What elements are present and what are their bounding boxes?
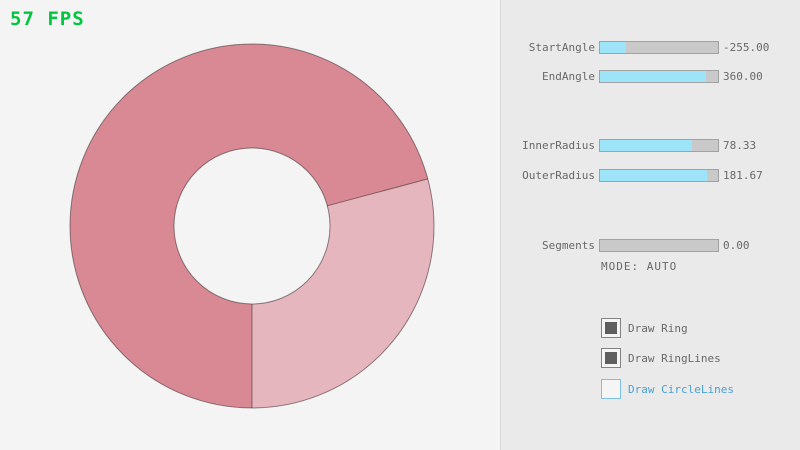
- segments-slider[interactable]: [599, 239, 719, 252]
- endangle-slider[interactable]: [599, 70, 719, 83]
- fps-counter: 57 FPS: [10, 8, 85, 30]
- endangle-slider-fill: [600, 71, 707, 82]
- draw-circlelines-checkbox[interactable]: [601, 379, 621, 399]
- slider-row-startangle: StartAngle -255.00: [501, 41, 800, 54]
- outerradius-slider-fill: [600, 170, 708, 181]
- draw-ringlines-checkbox[interactable]: [601, 348, 621, 368]
- outerradius-label: OuterRadius: [522, 169, 595, 182]
- controls-panel: StartAngle -255.00 EndAngle 360.00 Inner…: [500, 0, 800, 450]
- ring-canvas: 57 FPS: [10, 8, 435, 409]
- startangle-label: StartAngle: [528, 41, 595, 54]
- checkmark-fill: [605, 322, 617, 334]
- segments-label: Segments: [542, 239, 595, 252]
- startangle-slider-fill: [600, 42, 626, 53]
- outerradius-value: 181.67: [723, 169, 763, 182]
- startangle-slider[interactable]: [599, 41, 719, 54]
- innerradius-slider-fill: [600, 140, 693, 151]
- innerradius-label: InnerRadius: [522, 139, 595, 152]
- slider-row-outerradius: OuterRadius 181.67: [501, 169, 800, 182]
- draw-ring-label: Draw Ring: [628, 322, 688, 335]
- outerradius-slider[interactable]: [599, 169, 719, 182]
- endangle-value: 360.00: [723, 70, 763, 83]
- innerradius-slider[interactable]: [599, 139, 719, 152]
- slider-row-endangle: EndAngle 360.00: [501, 70, 800, 83]
- segments-mode-label: MODE: AUTO: [601, 260, 678, 273]
- endangle-label: EndAngle: [542, 70, 595, 83]
- ring-figure: [69, 43, 435, 409]
- segments-value: 0.00: [723, 239, 750, 252]
- startangle-value: -255.00: [723, 41, 770, 54]
- checkmark-fill: [605, 352, 617, 364]
- draw-ringlines-label: Draw RingLines: [628, 352, 721, 365]
- draw-circlelines-label: Draw CircleLines: [628, 383, 734, 396]
- draw-ring-checkbox[interactable]: [601, 318, 621, 338]
- innerradius-value: 78.33: [723, 139, 757, 152]
- slider-row-segments: Segments 0.00: [501, 239, 800, 252]
- slider-row-innerradius: InnerRadius 78.33: [501, 139, 800, 152]
